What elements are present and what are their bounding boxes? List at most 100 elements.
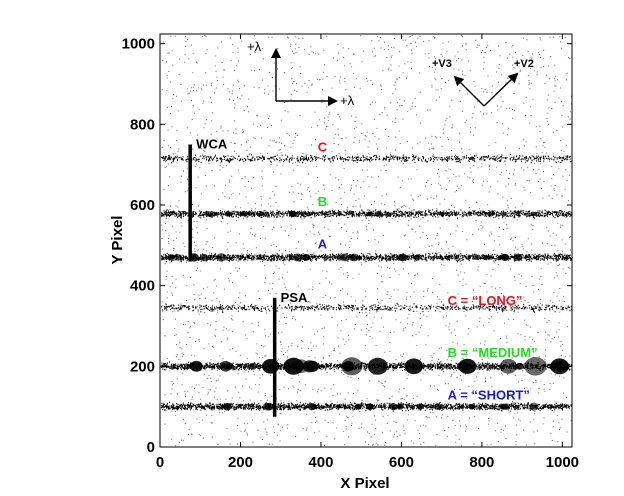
aperture-label: WCA xyxy=(196,137,228,152)
stripe-blob xyxy=(204,211,212,217)
stripe-blob xyxy=(216,253,227,262)
x-tick-label: 600 xyxy=(389,454,414,471)
stripe-blob xyxy=(413,254,421,261)
stripe-blob xyxy=(307,403,317,411)
stripe-blob xyxy=(550,358,569,375)
stripe-blob xyxy=(199,253,209,261)
stripe-blob xyxy=(263,211,270,217)
x-axis-title: X Pixel xyxy=(340,475,389,492)
stripe-blob xyxy=(558,157,561,160)
stripe-blob xyxy=(389,403,398,411)
stripe-blob xyxy=(440,212,445,216)
plot-frame xyxy=(159,33,573,448)
stripe-blob xyxy=(306,360,319,372)
stripe-blob xyxy=(223,403,232,411)
stripe-blob xyxy=(385,211,391,216)
stripe xyxy=(161,357,572,376)
stripe-blob xyxy=(404,358,423,375)
annotation-label: C = “LONG” xyxy=(448,293,523,308)
v2-arrow xyxy=(483,72,519,107)
stripe-blob xyxy=(398,253,407,262)
stripe-blob xyxy=(374,210,383,218)
y-tick-label: 0 xyxy=(147,439,155,456)
stripe-blob xyxy=(242,307,245,309)
stripe-blob xyxy=(248,362,257,370)
background-noise-points xyxy=(161,34,572,447)
stripe-blob xyxy=(500,253,510,261)
stripe-blob xyxy=(530,211,536,217)
stripe-blob xyxy=(513,253,523,261)
axis-ticks: 0 200 400 600 800 1000 0 200 400 600 800 1000 xyxy=(122,34,579,471)
x-tick-label: 0 xyxy=(156,454,164,471)
stripe-blob xyxy=(167,254,175,261)
stripe-blob xyxy=(354,403,362,410)
noise-speckle xyxy=(161,34,572,447)
stripe-blob xyxy=(336,254,344,261)
stripe-blob xyxy=(190,360,203,372)
aperture-label: PSA xyxy=(281,290,308,305)
stripe-blob xyxy=(397,405,402,409)
stripe xyxy=(161,252,572,263)
stripe-blob xyxy=(225,362,234,370)
stripe-blob xyxy=(497,306,501,309)
stripe-blob xyxy=(163,157,165,160)
stripe-blob xyxy=(457,157,460,160)
x-tick-label: 1000 xyxy=(546,454,579,471)
stripe-blob xyxy=(511,307,513,309)
stripe-blob xyxy=(240,306,243,309)
stripe-blob xyxy=(283,357,304,375)
stripe-blob xyxy=(462,306,466,310)
stripe-blob xyxy=(468,157,473,161)
stripe-blob xyxy=(302,254,311,261)
stripe-blob xyxy=(366,211,373,217)
stripe xyxy=(161,208,572,220)
stripe-blob xyxy=(487,255,494,260)
stripe-blob xyxy=(502,403,511,411)
stripe-blob xyxy=(218,306,221,309)
lambda-up-label: +λ xyxy=(247,39,262,54)
v3-label: +V3 xyxy=(432,58,452,70)
stripe-blob xyxy=(470,405,475,409)
stripe-blob xyxy=(219,157,223,160)
x-tick-label: 200 xyxy=(228,454,253,471)
stripe-blob xyxy=(289,210,297,218)
stripe-blob xyxy=(264,402,274,411)
stripe-blob xyxy=(286,405,291,409)
stripe xyxy=(161,302,572,314)
stripe-blob xyxy=(220,307,222,309)
y-tick-label: 200 xyxy=(130,358,155,375)
stripe-blob xyxy=(487,211,494,217)
y-tick-label: 600 xyxy=(130,197,155,214)
v2-label: +V2 xyxy=(514,58,534,70)
y-tick-label: 400 xyxy=(130,278,155,295)
spectral-stripes xyxy=(161,153,572,412)
stripe-blob xyxy=(336,404,341,409)
stripe-blob xyxy=(434,403,443,411)
stripe-blob xyxy=(329,158,331,160)
stripe-line xyxy=(161,208,572,220)
x-tick-label: 800 xyxy=(469,454,494,471)
stripe-blob xyxy=(169,158,171,160)
aperture-markers: WCA PSA xyxy=(188,137,308,417)
stripe-blob xyxy=(529,402,539,411)
annotations: C B A C = “LONG” B = “MEDIUM” A = “SHORT” xyxy=(318,140,538,403)
stripe-blob xyxy=(262,359,280,374)
stripe-blob xyxy=(458,358,477,374)
stripe-line xyxy=(161,153,572,164)
annotation-label: B xyxy=(318,194,327,209)
direction-arrows: +λ +λ +V3 +V2 xyxy=(247,39,534,108)
stripe-blob xyxy=(224,211,231,217)
v3-arrow xyxy=(453,75,485,107)
stripe-blob xyxy=(341,357,363,376)
stripe-blob xyxy=(292,253,303,262)
stripe-blob xyxy=(366,403,374,411)
stripe-blob xyxy=(247,211,253,216)
stripe-blob xyxy=(524,357,547,376)
annotation-label: A = “SHORT” xyxy=(448,388,530,403)
stripe-blob xyxy=(416,403,424,410)
stripe-blob xyxy=(241,211,248,217)
annotation-label: A xyxy=(318,236,328,251)
y-tick-label: 800 xyxy=(130,116,155,133)
annotation-label: C xyxy=(318,140,328,155)
